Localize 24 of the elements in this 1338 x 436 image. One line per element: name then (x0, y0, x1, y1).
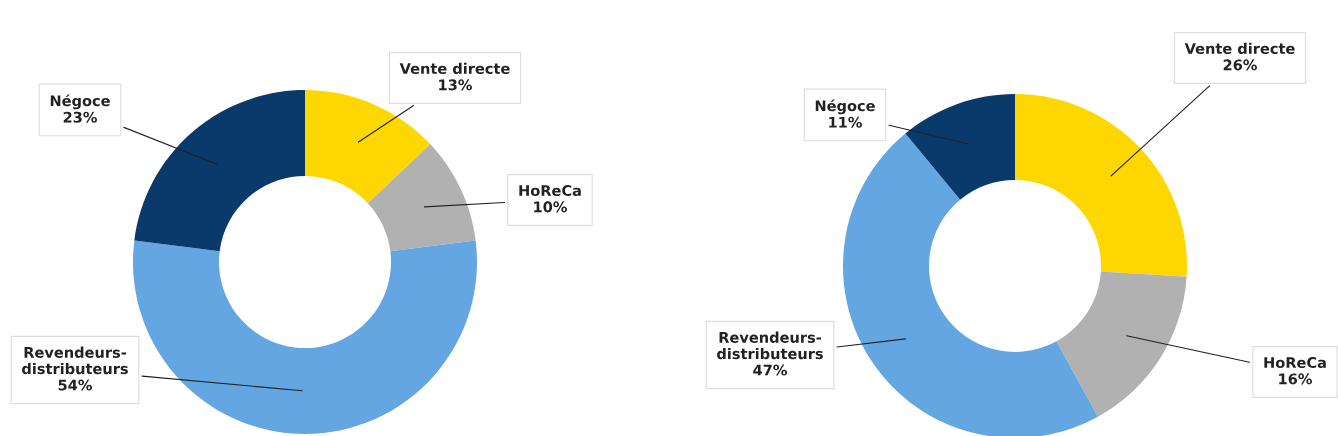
slice-label: Revendeurs- distributeurs (22, 346, 128, 375)
donut-slice (134, 90, 305, 252)
data-label: 11% (829, 116, 862, 128)
donut-slice (1056, 271, 1187, 417)
donut-slice (843, 133, 1098, 436)
data-label: 26% (1223, 59, 1257, 71)
data-label: 10% (534, 201, 567, 213)
slice-label: Vente directe (1184, 42, 1295, 55)
slice-label: HoReCa (1264, 357, 1326, 369)
slice-label: HoReCa (519, 185, 581, 197)
donut-slice (305, 90, 431, 204)
data-label: 16% (1279, 373, 1312, 385)
data-label: 54% (58, 379, 92, 391)
slice-label: Négoce (815, 99, 875, 115)
slice-label: Revendeurs- distributeurs (717, 331, 823, 360)
donut-slice (133, 240, 477, 434)
slice-label: Vente directe (399, 62, 510, 75)
donut-slice (1015, 94, 1187, 277)
data-label: 47% (753, 364, 787, 376)
donut-slice (367, 144, 476, 252)
slice-label: Négoce (50, 94, 110, 110)
data-label: 13% (439, 79, 472, 91)
donut-slice (905, 94, 1015, 200)
data-label: 23% (63, 111, 97, 123)
